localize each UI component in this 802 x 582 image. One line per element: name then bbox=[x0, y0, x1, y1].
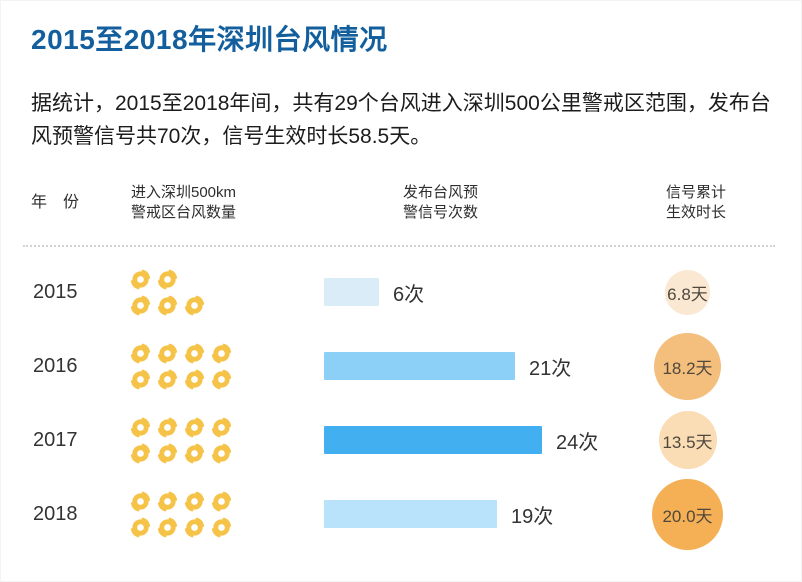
warning-bar-cell: 21次 bbox=[324, 352, 604, 381]
typhoon-icon bbox=[157, 517, 178, 537]
typhoon-icon bbox=[184, 491, 205, 511]
typhoon-icon bbox=[211, 517, 232, 537]
year-label: 2018 bbox=[33, 502, 78, 525]
duration-cell: 6.8天 bbox=[604, 269, 771, 315]
warning-count-bar bbox=[324, 426, 542, 454]
duration-bubble: 20.0天 bbox=[652, 478, 723, 550]
header-line: 警戒区台风数量 bbox=[131, 204, 237, 221]
typhoon-icon-line bbox=[129, 416, 324, 439]
typhoon-icon-line bbox=[129, 490, 324, 513]
typhoon-icon-group bbox=[126, 490, 324, 539]
header-typhoon-count: 进入深圳500km 警戒区台风数量 bbox=[126, 183, 324, 223]
table-row: 2017 24次 13.5天 bbox=[31, 403, 771, 477]
duration-cell: 13.5天 bbox=[604, 411, 771, 469]
typhoon-icon bbox=[211, 491, 232, 511]
header-line: 进入深圳500km bbox=[131, 184, 237, 201]
typhoon-icon bbox=[184, 369, 205, 389]
table-header: 年 份 进入深圳500km 警戒区台风数量 发布台风预 警信号次数 信号累计 生… bbox=[31, 183, 771, 223]
warning-bar-cell: 24次 bbox=[324, 426, 604, 455]
table-row: 2016 21次 18.2天 bbox=[31, 329, 771, 403]
typhoon-icon bbox=[184, 443, 205, 463]
duration-bubble: 6.8天 bbox=[665, 269, 710, 315]
typhoon-icon bbox=[130, 491, 151, 511]
typhoon-icon bbox=[211, 343, 232, 363]
typhoon-icon bbox=[211, 369, 232, 389]
header-year: 年 份 bbox=[31, 194, 80, 211]
year-label: 2017 bbox=[33, 428, 78, 451]
year-label: 2016 bbox=[33, 354, 78, 377]
warning-count-label: 24次 bbox=[556, 431, 599, 454]
typhoon-icon bbox=[184, 517, 205, 537]
typhoon-icon bbox=[211, 417, 232, 437]
typhoon-icon bbox=[157, 343, 178, 363]
duration-bubble: 13.5天 bbox=[658, 411, 717, 469]
duration-cell: 20.0天 bbox=[604, 478, 771, 550]
typhoon-icon bbox=[184, 343, 205, 363]
summary-text: 据统计，2015至2018年间，共有29个台风进入深圳500公里警戒区范围，发布… bbox=[31, 92, 771, 148]
warning-count-bar bbox=[324, 278, 379, 306]
warning-count-bar bbox=[324, 352, 515, 380]
typhoon-icon bbox=[130, 369, 151, 389]
page-title: 2015至2018年深圳台风情况 bbox=[31, 24, 388, 55]
typhoon-icon bbox=[130, 417, 151, 437]
duration-label: 18.2天 bbox=[662, 358, 713, 378]
typhoon-icon bbox=[130, 443, 151, 463]
typhoon-icon bbox=[130, 269, 151, 289]
header-line: 信号累计 bbox=[666, 184, 727, 201]
header-duration: 信号累计 生效时长 bbox=[604, 183, 771, 223]
typhoon-icon-line bbox=[129, 294, 324, 317]
duration-label: 20.0天 bbox=[662, 506, 713, 526]
typhoon-icon bbox=[211, 443, 232, 463]
warning-count-label: 6次 bbox=[393, 283, 425, 306]
duration-cell: 18.2天 bbox=[604, 332, 771, 400]
duration-label: 6.8天 bbox=[667, 284, 708, 304]
typhoon-icon bbox=[157, 295, 178, 315]
typhoon-icon-line bbox=[129, 268, 324, 291]
warning-bar-cell: 6次 bbox=[324, 278, 604, 307]
header-line: 警信号次数 bbox=[403, 204, 479, 221]
typhoon-icon-group bbox=[126, 416, 324, 465]
typhoon-icon bbox=[130, 343, 151, 363]
typhoon-icon bbox=[157, 491, 178, 511]
table-row: 2018 19次 20.0天 bbox=[31, 477, 771, 551]
table-body: 2015 6次 6.8天 2016 21次 18.2天 bbox=[31, 255, 771, 551]
warning-count-label: 19次 bbox=[511, 505, 554, 528]
typhoon-icon bbox=[130, 295, 151, 315]
typhoon-icon bbox=[184, 295, 205, 315]
dotted-divider bbox=[23, 245, 775, 247]
typhoon-icon bbox=[157, 417, 178, 437]
warning-bar-cell: 19次 bbox=[324, 500, 604, 529]
duration-bubble: 18.2天 bbox=[654, 332, 721, 400]
typhoon-icon bbox=[157, 269, 178, 289]
typhoon-icon bbox=[157, 369, 178, 389]
header-line: 发布台风预 bbox=[403, 184, 479, 201]
typhoon-icon-line bbox=[129, 442, 324, 465]
typhoon-icon-line bbox=[129, 368, 324, 391]
warning-count-label: 21次 bbox=[529, 357, 572, 380]
header-line: 生效时长 bbox=[666, 204, 727, 221]
typhoon-icon-line bbox=[129, 516, 324, 539]
year-label: 2015 bbox=[33, 280, 78, 303]
typhoon-icon-line bbox=[129, 342, 324, 365]
duration-label: 13.5天 bbox=[662, 432, 713, 452]
header-warning-count: 发布台风预 警信号次数 bbox=[324, 183, 604, 223]
table-row: 2015 6次 6.8天 bbox=[31, 255, 771, 329]
typhoon-icon-group bbox=[126, 342, 324, 391]
typhoon-icon-group bbox=[126, 268, 324, 317]
typhoon-icon bbox=[157, 443, 178, 463]
typhoon-icon bbox=[130, 517, 151, 537]
typhoon-icon bbox=[184, 417, 205, 437]
warning-count-bar bbox=[324, 500, 497, 528]
